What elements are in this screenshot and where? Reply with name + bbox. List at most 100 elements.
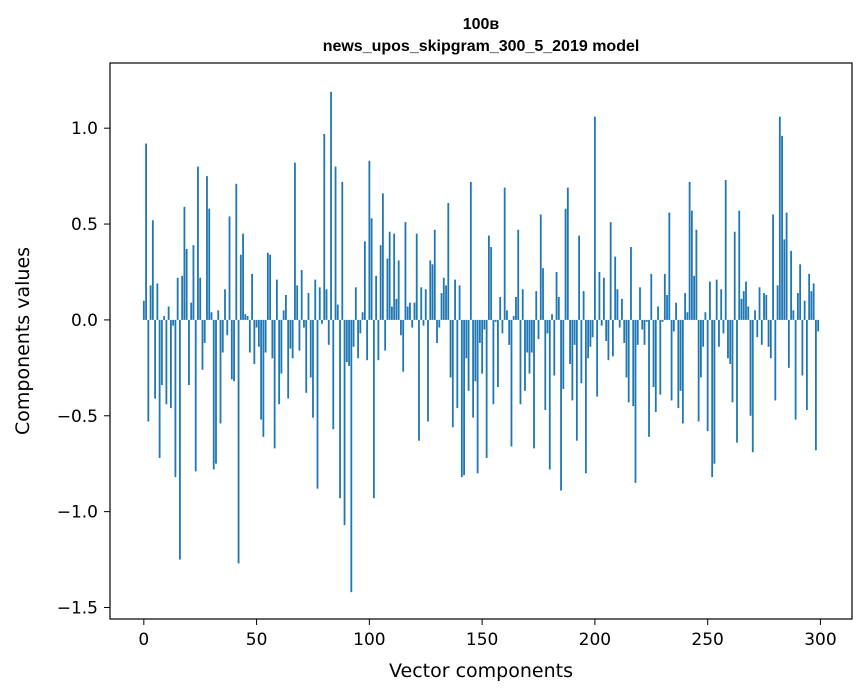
bar-293: [803, 300, 806, 320]
bar-97: [361, 312, 364, 320]
bar-222: [643, 319, 646, 345]
bar-203: [600, 319, 603, 326]
x-tick-label: 50: [246, 630, 268, 650]
bar-137: [451, 319, 454, 428]
bar-223: [645, 319, 648, 322]
bar-105: [379, 245, 382, 320]
bar-12: [169, 319, 172, 409]
bar-259: [727, 319, 729, 359]
bar-92: [350, 319, 353, 593]
bar-193: [578, 235, 581, 320]
bar-91: [348, 319, 350, 366]
bar-141: [460, 319, 463, 478]
bar-257: [722, 319, 725, 334]
bar-31: [212, 319, 215, 470]
bar-283: [781, 135, 783, 320]
bar-292: [801, 319, 804, 376]
bar-166: [517, 229, 520, 320]
bar-106: [381, 193, 384, 320]
bar-228: [657, 306, 659, 320]
bar-148: [476, 319, 479, 474]
bar-209: [614, 256, 617, 320]
bar-86: [336, 304, 339, 320]
bar-204: [603, 277, 605, 320]
bar-79: [321, 319, 323, 324]
bar-9: [163, 316, 166, 320]
bar-255: [718, 319, 720, 347]
bar-180: [548, 319, 551, 470]
bar-50: [255, 319, 258, 328]
bar-37: [226, 319, 229, 336]
bar-232: [666, 294, 668, 320]
bar-60: [278, 319, 281, 405]
bar-104: [377, 319, 380, 361]
y-tick-label: 0.0: [71, 311, 98, 331]
bar-189: [569, 319, 571, 365]
bar-195: [582, 291, 585, 320]
bar-98: [363, 241, 366, 320]
bar-170: [526, 319, 529, 353]
bar-253: [713, 319, 716, 464]
x-tick-label: 250: [691, 630, 723, 650]
bar-48: [251, 273, 253, 320]
bar-275: [763, 293, 765, 320]
bar-27: [203, 319, 206, 343]
bar-149: [478, 319, 481, 343]
bar-72: [305, 319, 308, 393]
bar-58: [273, 319, 276, 449]
bar-224: [648, 319, 650, 437]
bar-267: [745, 281, 747, 320]
bar-123: [420, 287, 423, 320]
bar-264: [738, 210, 741, 320]
bar-178: [544, 319, 547, 411]
y-axis-ticks: −1.5 −1.0 −0.5 0.0 0.5 1.0: [57, 119, 110, 618]
bar-8: [160, 319, 163, 386]
bar-142: [463, 319, 465, 476]
bar-67: [294, 162, 296, 320]
bar-121: [415, 233, 418, 320]
bar-62: [282, 310, 285, 320]
bar-43: [239, 254, 242, 320]
bar-89: [343, 319, 346, 526]
bar-216: [630, 247, 632, 320]
bar-291: [799, 264, 802, 320]
bar-49: [253, 319, 256, 365]
bar-278: [769, 319, 772, 359]
bar-145: [469, 181, 472, 320]
y-axis-label: Components values: [12, 247, 34, 435]
bar-46: [246, 316, 249, 320]
bar-231: [663, 273, 666, 320]
bar-227: [654, 319, 657, 412]
bar-176: [539, 214, 542, 320]
bar-140: [458, 285, 461, 320]
bar-188: [566, 187, 569, 320]
bar-4: [151, 220, 154, 320]
bar-99: [366, 319, 369, 361]
bar-200: [593, 116, 596, 320]
bar-52: [260, 319, 263, 420]
bar-221: [641, 319, 644, 330]
bar-289: [794, 319, 797, 420]
bar-174: [535, 291, 538, 320]
bar-249: [704, 312, 707, 320]
bar-262: [733, 231, 736, 320]
bar-61: [280, 319, 283, 374]
x-tick-label: 200: [579, 630, 611, 650]
bar-160: [503, 187, 506, 320]
bar-44: [242, 233, 244, 320]
bar-175: [537, 319, 540, 340]
bar-207: [609, 222, 612, 320]
bar-128: [431, 264, 434, 320]
bar-24: [197, 166, 199, 320]
bar-71: [303, 319, 305, 328]
bar-263: [736, 319, 738, 443]
bar-167: [519, 319, 522, 405]
bar-133: [442, 277, 445, 320]
bar-165: [515, 296, 517, 320]
bar-84: [332, 319, 335, 430]
y-tick-label: −1.0: [57, 503, 98, 523]
bar-241: [686, 312, 689, 320]
bar-83: [330, 91, 332, 320]
bar-39: [230, 319, 233, 380]
bar-113: [397, 260, 400, 320]
